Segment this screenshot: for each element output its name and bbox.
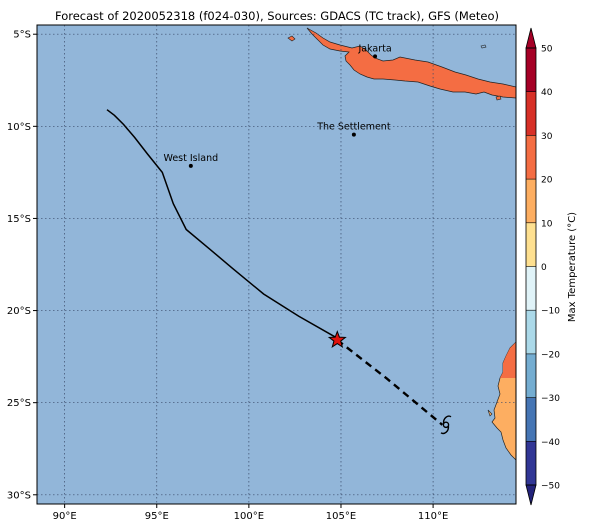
colorbar-tick-label: −30 xyxy=(541,394,560,404)
colorbar-bin xyxy=(526,441,536,485)
place-markers: Jakarta The Settlement West Island xyxy=(164,43,392,168)
map-content: Jakarta The Settlement West Island xyxy=(37,25,516,504)
colorbar-tick-label: 30 xyxy=(541,132,553,142)
colorbar-tick-label: −10 xyxy=(541,307,560,317)
map-panel: Jakarta The Settlement West Island 90°E 95°… xyxy=(7,24,517,522)
place-label: The Settlement xyxy=(316,122,391,133)
colorbar-tick-label: 0 xyxy=(541,263,547,273)
land-australia-warm xyxy=(500,342,516,378)
colorbar-extend-max xyxy=(525,27,537,49)
lon-tick-label: 110°E xyxy=(418,511,448,522)
lon-tick-label: 90°E xyxy=(53,511,77,522)
place-dot xyxy=(373,54,378,59)
longitude-ticks: 90°E 95°E 100°E 105°E 110°E xyxy=(53,504,448,522)
place-label: West Island xyxy=(164,153,219,164)
land-islet xyxy=(487,409,493,417)
land-java-sumatra xyxy=(306,27,516,99)
colorbar-extend-min xyxy=(525,484,537,506)
colorbar-bin xyxy=(526,222,536,267)
colorbar-tick-label: 20 xyxy=(541,176,553,186)
ocean-background xyxy=(37,25,516,504)
land-islet xyxy=(480,44,487,49)
colorbar-tick-label: −20 xyxy=(541,350,560,360)
colorbar-label: Max Temperature (°C) xyxy=(567,212,578,322)
forecast-track-line xyxy=(336,339,444,426)
colorbar: 50 40 30 20 10 0 −10 −20 −30 −40 −50 xyxy=(525,27,560,506)
colorbar-tick-label: −40 xyxy=(541,438,560,448)
colorbar-bin xyxy=(526,179,536,223)
figure-title: Forecast of 2020052318 (f024-030), Sourc… xyxy=(55,9,499,23)
place-label: Jakarta xyxy=(357,43,391,54)
place-dot xyxy=(188,163,193,168)
past-track-line xyxy=(106,109,338,339)
colorbar-tick-label: 10 xyxy=(541,219,553,229)
latitude-ticks: 5°S 10°S 15°S 20°S 25°S 30°S xyxy=(7,30,37,501)
colorbar-bin xyxy=(526,266,536,311)
lat-tick-label: 30°S xyxy=(7,490,31,501)
lon-tick-label: 105°E xyxy=(326,511,356,522)
lon-tick-label: 95°E xyxy=(145,511,169,522)
colorbar-bin xyxy=(526,310,536,354)
lat-tick-label: 25°S xyxy=(7,398,31,409)
land-islet xyxy=(287,35,296,42)
lat-tick-label: 20°S xyxy=(7,306,31,317)
map-frame xyxy=(36,24,517,505)
colorbar-tick-label: 40 xyxy=(541,88,553,98)
lat-tick-label: 10°S xyxy=(7,122,31,133)
colorbar-bin xyxy=(526,48,536,92)
colorbar-bin xyxy=(526,397,536,442)
current-position-star-icon xyxy=(327,330,347,349)
place-dot xyxy=(351,132,356,137)
colorbar-bin xyxy=(526,135,536,180)
land-islet xyxy=(495,95,502,101)
lat-tick-label: 5°S xyxy=(13,30,31,41)
colorbar-tick-label: 50 xyxy=(541,45,553,55)
colorbar-tick-label: −50 xyxy=(541,482,560,492)
cyclone-symbol-icon xyxy=(440,415,452,435)
colorbar-bin xyxy=(526,353,536,398)
colorbar-bin xyxy=(526,91,536,136)
cyclone-track xyxy=(106,109,452,435)
lat-tick-label: 15°S xyxy=(7,214,31,225)
lon-tick-label: 100°E xyxy=(234,511,264,522)
